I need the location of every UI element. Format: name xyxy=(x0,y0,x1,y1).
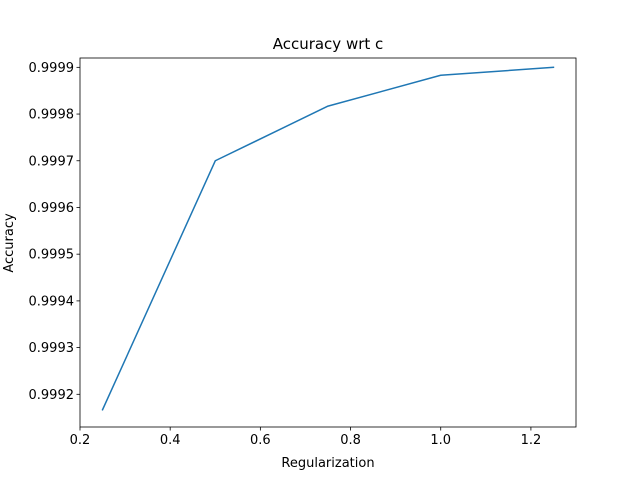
x-tick-label: 0.6 xyxy=(250,433,271,448)
y-axis-label: Accuracy xyxy=(2,213,17,273)
x-tick-label: 1.0 xyxy=(430,433,451,448)
x-axis-label: Regularization xyxy=(281,456,374,471)
y-tick-label: 0.9994 xyxy=(29,294,75,309)
y-tick-label: 0.9998 xyxy=(29,108,75,123)
series-line-0 xyxy=(101,66,555,411)
y-tick-label: 0.9997 xyxy=(29,154,75,169)
x-tick-label: 1.2 xyxy=(521,433,542,448)
y-tick-label: 0.9996 xyxy=(29,201,75,216)
y-tick-label: 0.9992 xyxy=(29,388,75,403)
y-tick-label: 0.9995 xyxy=(29,248,75,263)
y-tick-label: 0.9993 xyxy=(29,341,75,356)
plot-area: 0.2 0.4 0.6 0.8 1.0 1.2 0.9992 0.9993 0.9994 0.99… xyxy=(29,57,577,448)
y-tick-label: 0.9999 xyxy=(29,61,75,76)
x-tick-label: 0.4 xyxy=(160,433,181,448)
x-tick-label: 0.2 xyxy=(70,433,91,448)
x-tick-label: 0.8 xyxy=(340,433,361,448)
axes-frame xyxy=(79,57,577,428)
chart-title: Accuracy wrt c xyxy=(273,35,384,53)
